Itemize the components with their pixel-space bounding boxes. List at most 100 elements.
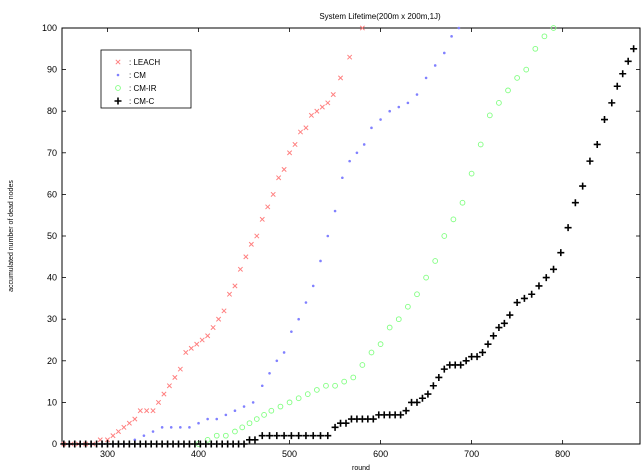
data-point xyxy=(355,151,359,155)
data-point xyxy=(528,290,536,298)
data-point xyxy=(619,70,627,78)
data-point xyxy=(397,105,401,109)
data-point xyxy=(303,125,309,131)
data-point xyxy=(268,407,275,414)
data-point xyxy=(199,337,205,343)
data-point xyxy=(251,401,255,404)
y-tick-label: 30 xyxy=(47,314,57,324)
x-tick-label: 600 xyxy=(373,449,388,459)
data-point xyxy=(232,283,238,289)
data-point xyxy=(457,361,465,369)
data-point xyxy=(397,411,405,419)
data-point xyxy=(402,407,410,415)
data-point xyxy=(414,291,420,298)
chart-title: System Lifetime(200m x 200m,1J) xyxy=(319,12,441,21)
data-point xyxy=(304,391,311,397)
data-point xyxy=(282,351,286,354)
y-tick-label: 90 xyxy=(47,65,57,75)
data-point xyxy=(331,423,339,431)
legend-marker xyxy=(115,59,121,65)
data-point xyxy=(295,432,303,440)
legend-items: : LEACH: CM: CM-IR: CM-C xyxy=(114,58,160,106)
x-tick-label: 800 xyxy=(555,449,570,459)
data-point xyxy=(415,93,419,96)
data-point xyxy=(450,216,457,223)
data-point xyxy=(484,340,492,348)
data-point xyxy=(532,45,539,52)
data-point xyxy=(350,374,357,381)
data-point xyxy=(341,176,344,180)
data-point xyxy=(332,382,338,389)
data-point xyxy=(290,330,293,333)
data-point xyxy=(172,374,178,380)
data-point xyxy=(319,259,322,263)
legend-label: : CM-C xyxy=(129,97,155,106)
axis-ticks: 300 400 500 600 700 800 0 10 20 30 40 50 60 70 80 90 100 xyxy=(42,23,640,459)
data-point xyxy=(550,25,557,31)
y-tick-label: 10 xyxy=(47,397,57,407)
data-point xyxy=(261,412,267,418)
data-point xyxy=(295,395,302,402)
data-point xyxy=(386,324,393,331)
y-tick-label: 0 xyxy=(52,439,57,449)
y-tick-label: 40 xyxy=(47,273,57,283)
data-point xyxy=(142,434,146,437)
data-point xyxy=(457,26,461,30)
data-point xyxy=(348,159,351,163)
data-point xyxy=(486,112,493,119)
data-point xyxy=(281,166,287,172)
legend-item: : CM xyxy=(116,71,146,80)
data-point xyxy=(506,311,514,319)
data-point xyxy=(166,383,172,389)
data-point xyxy=(206,417,209,421)
data-point xyxy=(418,394,426,402)
data-point xyxy=(110,433,116,439)
data-point xyxy=(429,382,437,390)
data-point xyxy=(368,349,375,356)
data-point xyxy=(432,258,439,264)
data-point xyxy=(205,333,211,339)
legend-item: : CM-IR xyxy=(115,84,157,93)
data-point xyxy=(188,426,191,429)
data-point xyxy=(126,420,132,426)
data-point xyxy=(433,64,437,67)
data-point xyxy=(330,92,336,98)
data-point xyxy=(216,316,222,322)
data-point xyxy=(435,373,443,381)
legend-marker xyxy=(115,85,121,91)
data-point xyxy=(601,116,609,124)
data-point xyxy=(319,104,325,110)
data-point xyxy=(571,199,579,207)
data-point xyxy=(479,348,487,356)
data-point xyxy=(462,357,470,365)
data-point xyxy=(213,432,220,439)
data-point xyxy=(406,101,410,105)
x-tick-label: 400 xyxy=(191,449,206,459)
data-point xyxy=(593,140,601,148)
data-point xyxy=(226,291,233,297)
y-tick-label: 20 xyxy=(47,356,57,366)
legend-item: : CM-C xyxy=(114,97,155,106)
legend: : LEACH: CM: CM-IR: CM-C xyxy=(100,49,192,109)
data-point xyxy=(268,371,271,375)
data-point xyxy=(266,432,274,440)
data-point xyxy=(221,308,227,314)
data-point xyxy=(377,341,384,348)
data-point xyxy=(379,118,382,121)
data-point xyxy=(326,234,330,238)
data-point xyxy=(325,100,331,106)
data-point xyxy=(240,440,248,448)
data-point xyxy=(442,51,446,55)
data-point xyxy=(233,409,237,413)
data-point xyxy=(459,199,466,206)
data-point xyxy=(253,416,260,422)
data-point xyxy=(337,75,344,81)
y-axis-label: accumulated number of dead nodes xyxy=(8,180,15,292)
data-point xyxy=(395,316,402,323)
data-point xyxy=(579,182,587,190)
data-point xyxy=(496,100,502,106)
data-point xyxy=(535,282,543,290)
data-point xyxy=(121,424,127,430)
data-point xyxy=(160,426,164,429)
